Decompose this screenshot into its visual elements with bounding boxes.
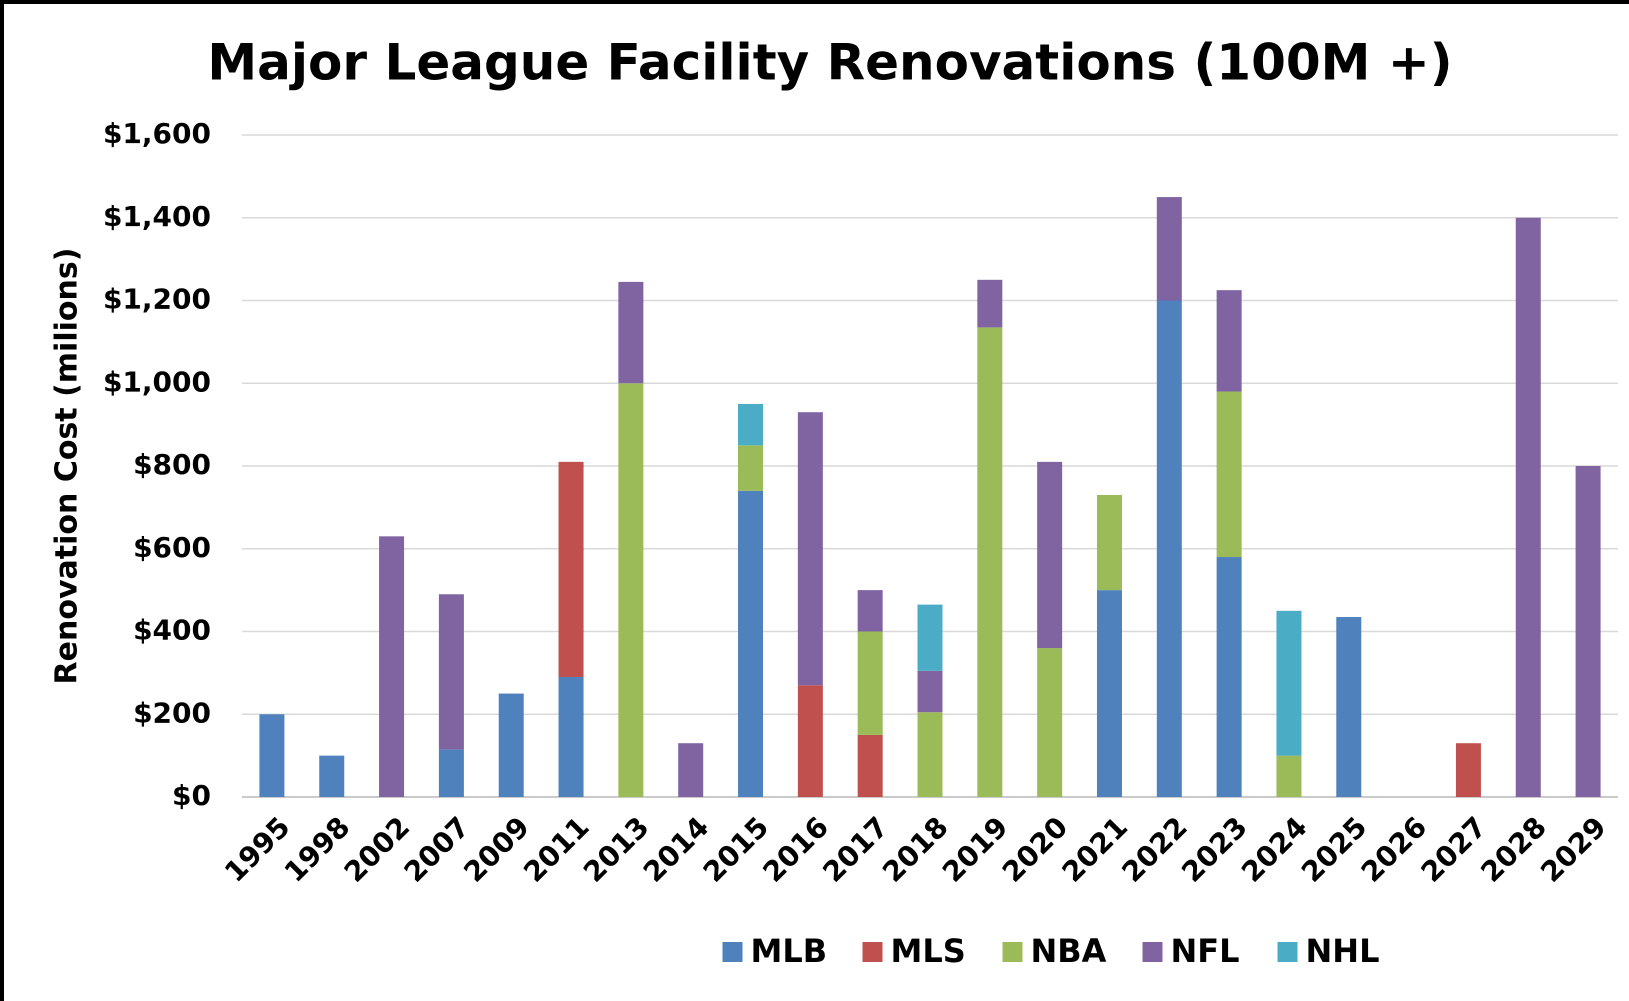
- y-tick-label: $800: [133, 448, 211, 481]
- chart-title: Major League Facility Renovations (100M …: [207, 34, 1452, 92]
- bar-segment: [1096, 590, 1122, 797]
- y-tick-label: $400: [133, 614, 211, 647]
- bar-segment: [259, 714, 285, 797]
- bar-segment: [1156, 300, 1182, 797]
- bar-segment: [558, 461, 584, 678]
- bar-segment: [857, 590, 883, 632]
- bar-segment: [1515, 217, 1541, 797]
- bar-segment: [1037, 461, 1063, 649]
- legend-label: MLS: [891, 932, 966, 970]
- bar-segment: [738, 403, 764, 446]
- legend-label: NFL: [1171, 932, 1240, 970]
- bar-segment: [917, 604, 943, 671]
- legend-swatch: [862, 942, 883, 962]
- bar-segment: [1037, 648, 1063, 797]
- bar-segment: [1096, 494, 1122, 591]
- legend-swatch: [722, 942, 743, 962]
- y-tick-label: $0: [172, 779, 211, 812]
- y-tick-label: $1,200: [103, 283, 211, 316]
- bar-segment: [1276, 755, 1302, 797]
- bar-segment: [977, 279, 1003, 328]
- bar-segment: [558, 677, 584, 797]
- legend-label: MLB: [751, 932, 828, 970]
- legend-swatch: [1142, 942, 1163, 962]
- bar-segment: [1276, 610, 1302, 756]
- bar-segment: [618, 383, 644, 797]
- bar-segment: [438, 594, 464, 750]
- bar-segment: [857, 734, 883, 797]
- y-tick-label: $1,000: [103, 365, 211, 398]
- bar-segment: [1156, 197, 1182, 301]
- y-tick-label: $1,600: [103, 117, 211, 150]
- bar-segment: [977, 327, 1003, 797]
- bar-segment: [797, 685, 823, 797]
- bar-segment: [1216, 557, 1242, 797]
- bar-segment: [438, 749, 464, 797]
- bar-segment: [1216, 391, 1242, 558]
- bar-segment: [319, 755, 345, 797]
- legend-label: NBA: [1031, 932, 1107, 970]
- y-tick-label: $600: [133, 531, 211, 564]
- bar-segment: [738, 445, 764, 491]
- legend-swatch: [1277, 942, 1298, 962]
- legend-swatch: [1002, 942, 1023, 962]
- bar-segment: [498, 693, 524, 797]
- y-axis-title: Renovation Cost (milions): [50, 248, 85, 685]
- bar-segment: [379, 536, 405, 797]
- bar-segment: [1216, 290, 1242, 392]
- bar-segment: [738, 490, 764, 797]
- bar-segment: [917, 670, 943, 713]
- bar-segment: [797, 412, 823, 686]
- y-tick-label: $200: [133, 696, 211, 729]
- legend-label: NHL: [1306, 932, 1380, 970]
- bar-segment: [1455, 743, 1481, 797]
- bar-segment: [1336, 617, 1362, 797]
- bar-segment: [618, 281, 644, 384]
- y-tick-label: $1,400: [103, 200, 211, 233]
- bar-segment: [678, 743, 704, 797]
- bar-segment: [857, 631, 883, 735]
- bar-segment: [917, 712, 943, 797]
- bar-segment: [1575, 466, 1601, 797]
